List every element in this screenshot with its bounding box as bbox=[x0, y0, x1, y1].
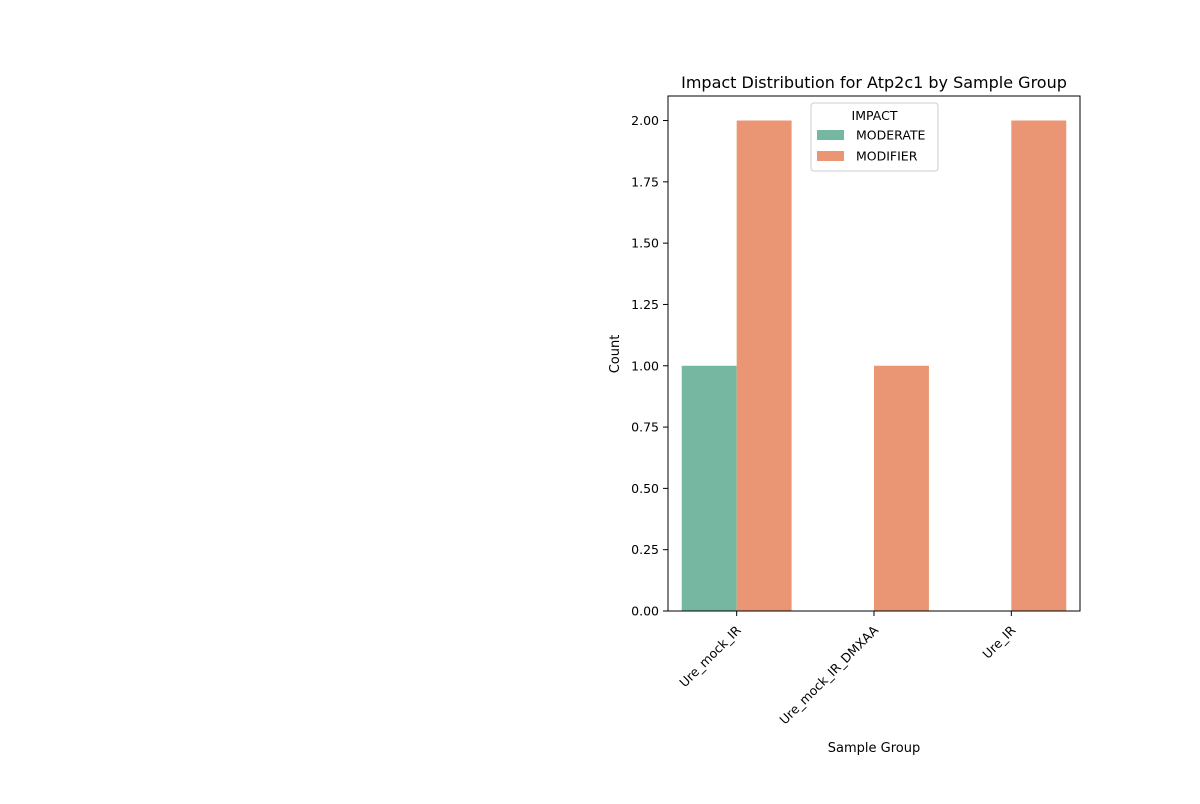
y-tick-label: 1.75 bbox=[631, 174, 659, 189]
chart-title: Impact Distribution for Atp2c1 by Sample… bbox=[681, 73, 1067, 92]
legend: IMPACT MODERATE MODIFIER bbox=[810, 102, 939, 172]
y-tick-label: 1.00 bbox=[631, 358, 659, 373]
bar-moderate-ure_mock_ir bbox=[681, 365, 737, 611]
bar-modifier-ure_mock_ir bbox=[736, 120, 792, 612]
x-tick-label: Ure_mock_IR bbox=[676, 622, 744, 690]
y-tick-label: 2.00 bbox=[631, 113, 659, 128]
legend-title: IMPACT bbox=[852, 108, 898, 123]
y-tick-label: 0.00 bbox=[631, 604, 659, 619]
plot-area: 0.00 0.25 0.50 0.75 1.00 1.25 1.50 1.75 2.00 Ure_… bbox=[631, 95, 1081, 727]
x-axis-label: Sample Group bbox=[828, 741, 920, 756]
y-tick-label: 0.25 bbox=[631, 542, 659, 557]
legend-entry-moderate: MODERATE bbox=[856, 128, 926, 143]
y-tick-label: 1.25 bbox=[631, 297, 659, 312]
bar-modifier-ure_mock_ir_dmxaa bbox=[874, 365, 929, 611]
x-tick-label: Ure_mock_IR_DMXAA bbox=[776, 622, 881, 727]
y-tick-label: 1.50 bbox=[631, 236, 659, 251]
y-tick-label: 0.50 bbox=[631, 481, 659, 496]
y-axis-label: Count bbox=[608, 335, 623, 374]
bar-modifier-ure_ir bbox=[1011, 120, 1067, 612]
legend-swatch-modifier bbox=[817, 151, 844, 161]
legend-entry-modifier: MODIFIER bbox=[856, 149, 918, 164]
x-tick-label: Ure_IR bbox=[979, 622, 1018, 661]
legend-swatch-moderate bbox=[817, 130, 844, 140]
y-tick-label: 0.75 bbox=[631, 420, 659, 435]
